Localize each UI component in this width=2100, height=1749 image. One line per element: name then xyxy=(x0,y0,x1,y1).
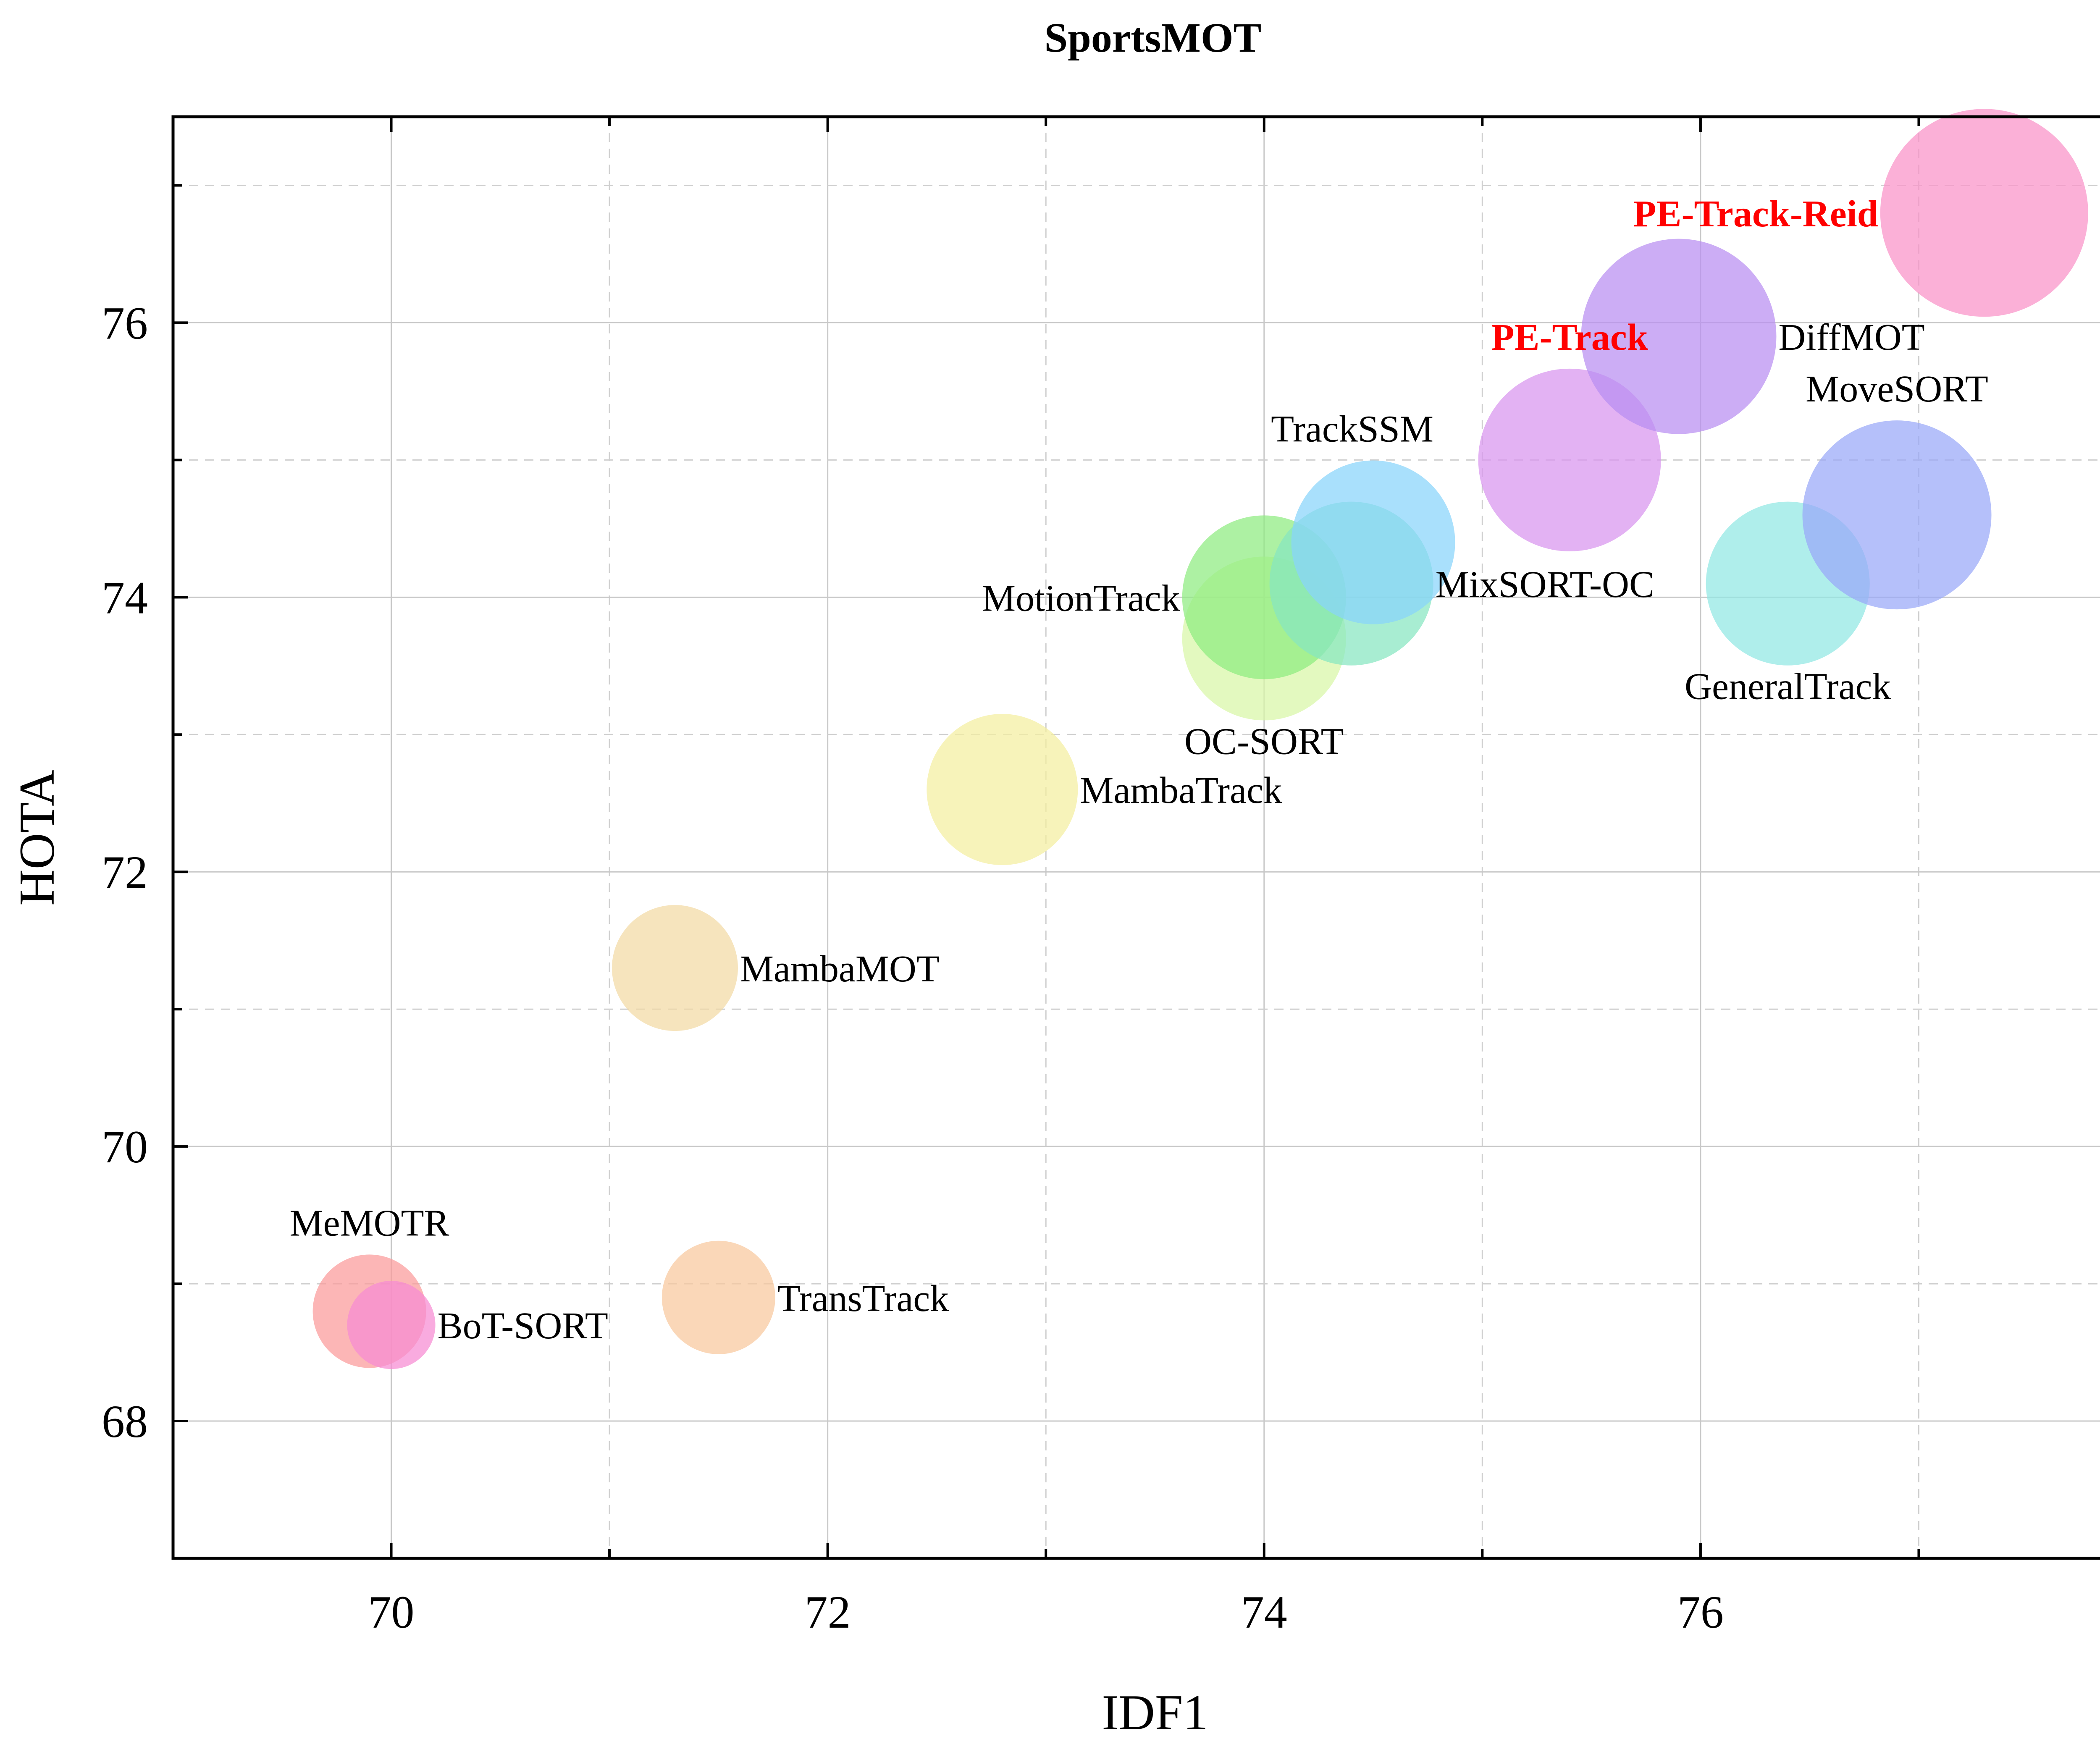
bubble-mambatrack xyxy=(927,714,1078,865)
grid-lines xyxy=(173,117,2100,1558)
axis-ticks: 70727476786870727476 xyxy=(102,117,1920,1638)
point-label-bot-sort: BoT-SORT xyxy=(438,1305,608,1347)
y-tick-label: 68 xyxy=(102,1396,148,1447)
bubble-mambamot xyxy=(612,905,738,1031)
point-label-generaltrack: GeneralTrack xyxy=(1685,666,1891,708)
x-tick-label: 74 xyxy=(1241,1586,1287,1638)
x-tick-label: 72 xyxy=(805,1586,851,1638)
x-tick-label: 76 xyxy=(1677,1586,1724,1638)
chart-title: SportsMOT xyxy=(1045,14,1262,61)
point-label-transtrack: TransTrack xyxy=(777,1278,949,1319)
bubble-transtrack xyxy=(662,1240,775,1354)
plot-frame xyxy=(171,115,2100,1560)
point-labels: MeMOTR BoT-SORT TransTrack MambaMOT MambaTra… xyxy=(290,193,1988,1347)
x-axis-label: IDF1 xyxy=(1102,1684,1208,1740)
y-tick-label: 70 xyxy=(102,1121,148,1172)
point-label-movesort: MoveSORT xyxy=(1806,368,1988,410)
point-label-mixsort-oc: MixSORT-OC xyxy=(1436,564,1654,606)
point-label-mambamot: MambaMOT xyxy=(740,948,940,990)
point-label-pe-track: PE-Track xyxy=(1491,317,1648,358)
y-tick-label: 74 xyxy=(102,572,148,623)
bubble-trackssm xyxy=(1291,460,1455,624)
bubble-diffmot xyxy=(1581,239,1777,434)
bubble-bot-sort xyxy=(347,1281,436,1369)
point-label-oc-sort: OC-SORT xyxy=(1184,721,1344,762)
point-label-trackssm: TrackSSM xyxy=(1271,409,1433,450)
bubble-pe-track-reid xyxy=(1880,109,2088,317)
point-label-mambatrack: MambaTrack xyxy=(1080,770,1282,811)
point-label-pe-track-reid: PE-Track-Reid xyxy=(1633,193,1878,235)
y-tick-label: 76 xyxy=(102,297,148,349)
y-axis-label: HOTA xyxy=(9,770,65,906)
point-label-memotr: MeMOTR xyxy=(290,1202,449,1244)
bubbles xyxy=(312,109,2088,1369)
bubble-pe-track xyxy=(1478,368,1661,551)
bubble-movesort xyxy=(1802,420,1992,610)
x-tick-label: 70 xyxy=(368,1586,415,1638)
y-tick-label: 72 xyxy=(102,847,148,898)
point-label-diffmot: DiffMOT xyxy=(1778,317,1924,358)
point-label-motiontrack: MotionTrack xyxy=(982,577,1180,619)
